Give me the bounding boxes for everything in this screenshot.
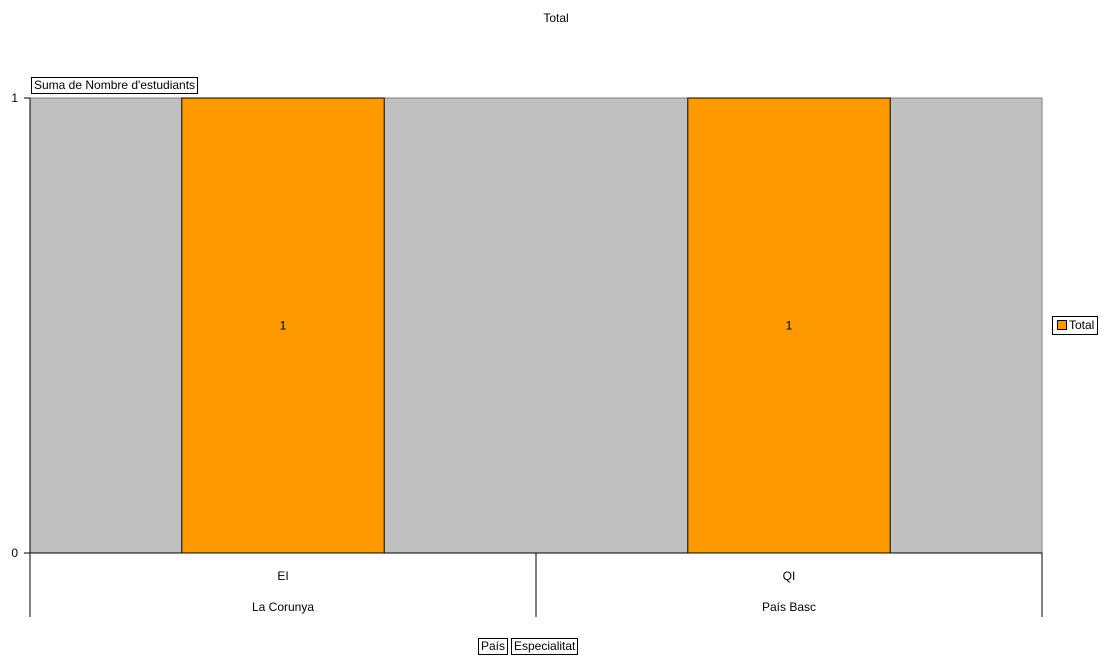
chart-title: Total	[543, 11, 568, 25]
x-tick-label-especialitat: EI	[277, 569, 288, 583]
x-tick-label-especialitat: QI	[783, 569, 796, 583]
bar-data-label: 1	[280, 319, 287, 333]
bar[interactable]	[687, 97, 891, 554]
legend-key-total	[1057, 320, 1067, 330]
y-tick-label: 0	[11, 546, 18, 560]
bar-series-total	[181, 97, 891, 554]
data-field-button[interactable]: Suma de Nombre d'estudiants	[31, 77, 199, 94]
row-field-button-pais[interactable]: País	[478, 638, 509, 655]
x-tick-label-pais: La Corunya	[252, 600, 314, 614]
bar-data-label: 1	[786, 319, 793, 333]
legend[interactable]: Total	[1052, 316, 1099, 335]
row-field-button-especialitat[interactable]: Especialitat	[511, 638, 579, 655]
y-tick-label: 1	[11, 91, 18, 105]
y-axis-ticks: 01	[11, 91, 30, 560]
x-tick-label-pais: País Basc	[762, 600, 816, 614]
bar[interactable]	[181, 97, 385, 554]
x-axis-category-labels: EI La Corunya QI País Basc	[29, 553, 1043, 617]
legend-label-total: Total	[1069, 318, 1095, 332]
